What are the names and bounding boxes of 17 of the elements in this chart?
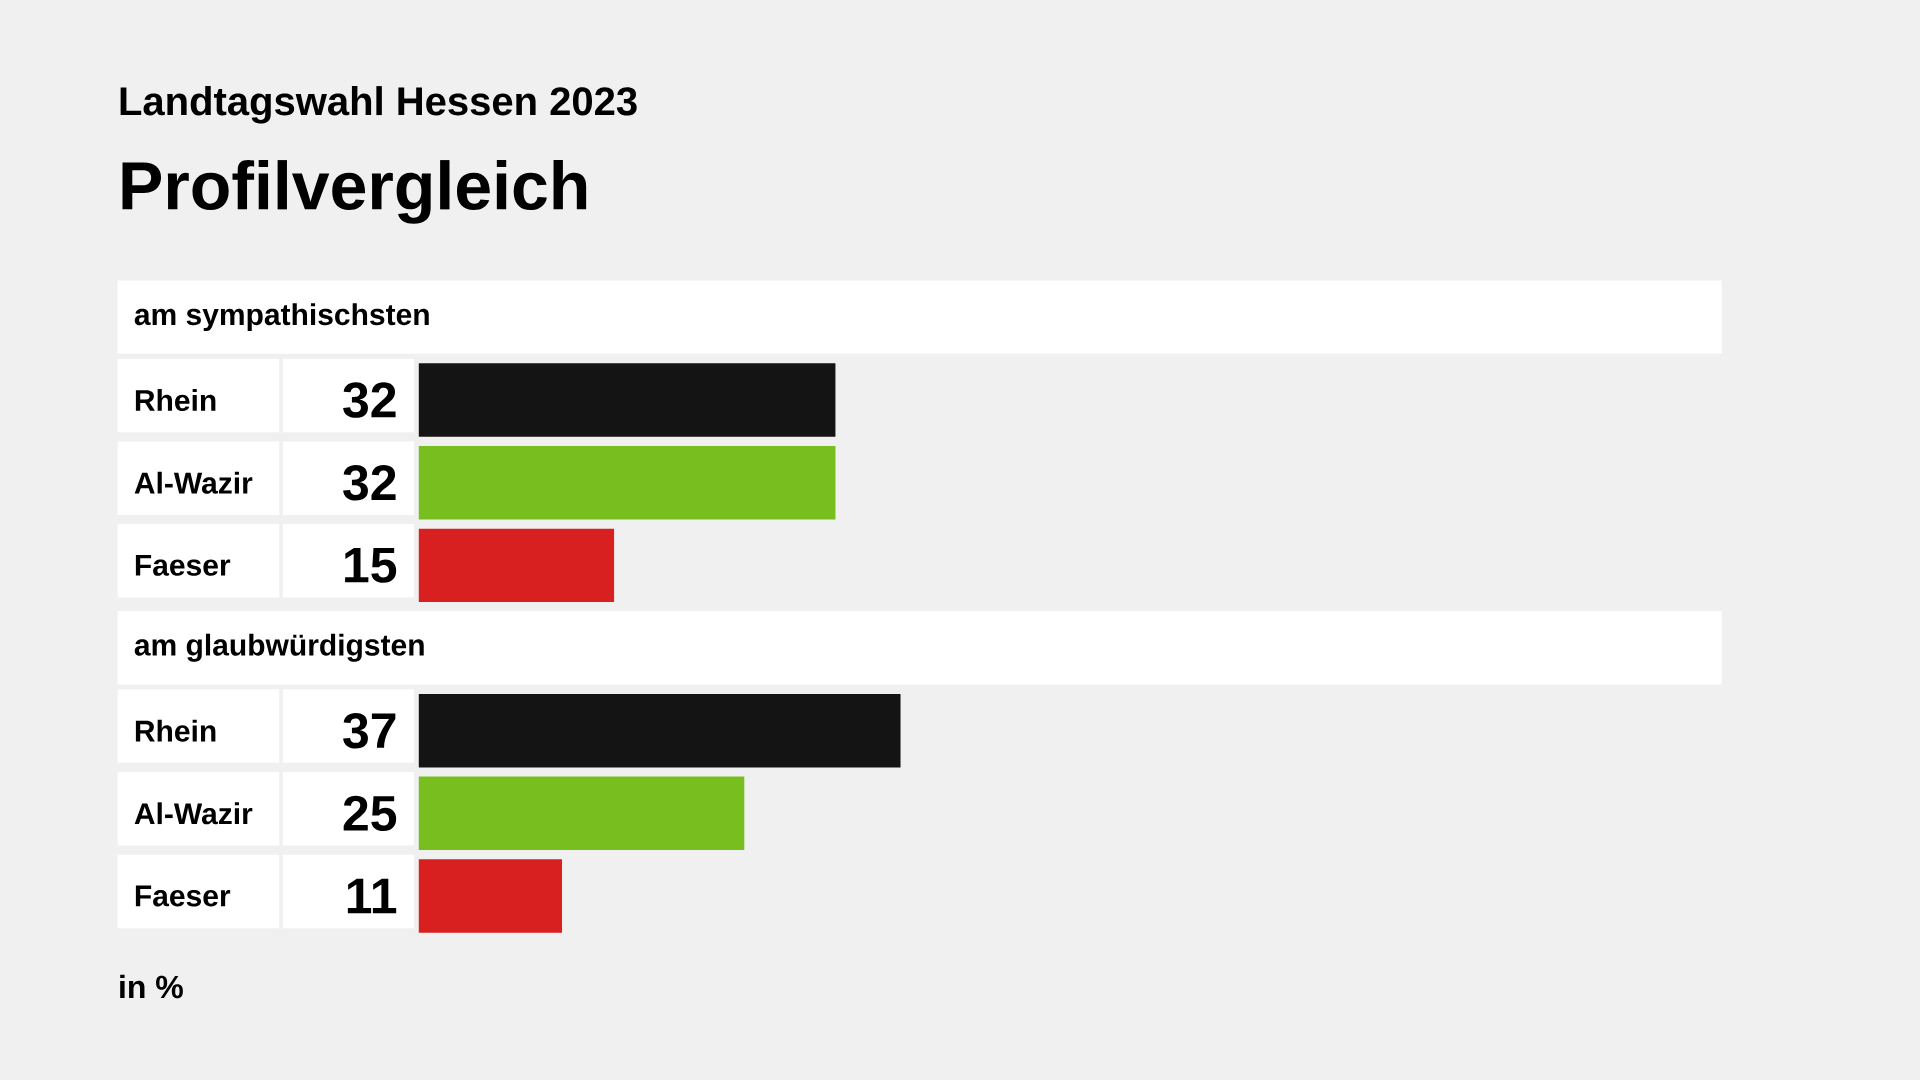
data-label: 11	[347, 878, 397, 914]
y-tick-label: Faeser	[135, 885, 231, 907]
y-tick-label: Rhein	[135, 389, 216, 412]
data-label: 32	[343, 465, 396, 501]
y-tick-label: Al-Wazir	[134, 471, 253, 494]
chart-title: am sympathischsten	[134, 303, 429, 332]
text: in %	[120, 974, 183, 999]
text: Profilvergleich	[122, 160, 587, 224]
chart-title: am glaubwürdigsten	[134, 633, 424, 662]
y-tick-label: Faeser	[135, 554, 231, 576]
y-tick-label: Al-Wazir	[134, 802, 253, 825]
y-tick-label: Rhein	[135, 719, 216, 742]
data-label: 15	[345, 547, 397, 583]
data-label: 32	[343, 382, 396, 418]
data-label: 37	[343, 712, 396, 749]
text: Landtagswahl Hessen 2023	[120, 86, 637, 124]
data-label: 25	[343, 795, 397, 832]
